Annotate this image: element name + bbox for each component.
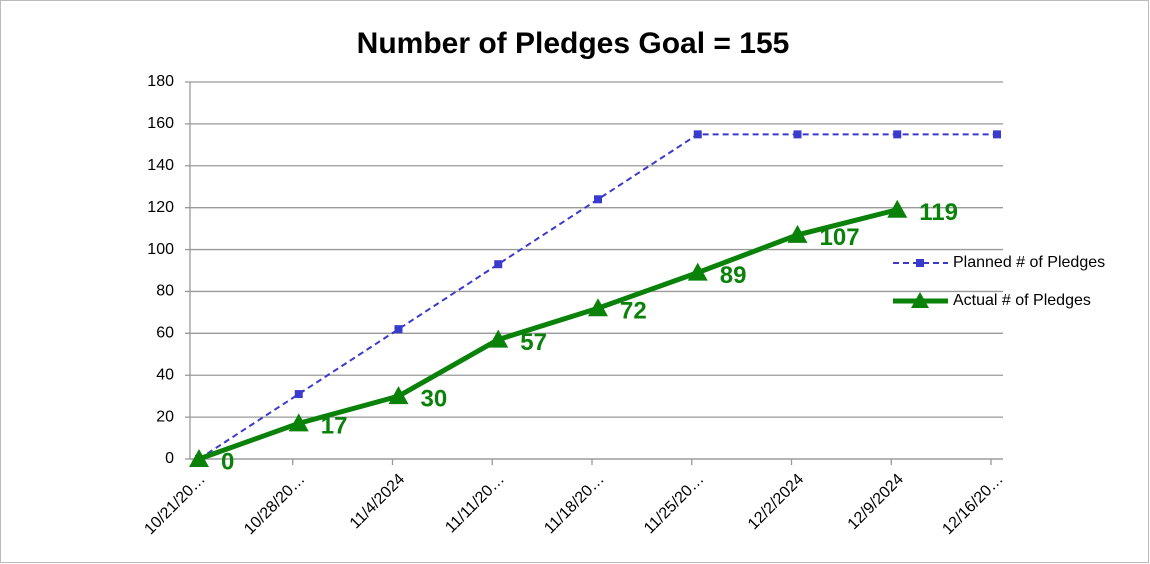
marker	[594, 195, 602, 204]
y-tick-label: 180	[147, 73, 174, 90]
data-label: 57	[520, 329, 547, 356]
chart-title: Number of Pledges Goal = 155	[357, 27, 790, 60]
data-label: 107	[820, 224, 860, 251]
marker	[793, 130, 802, 139]
y-tick-label: 100	[147, 241, 174, 258]
series-line	[198, 207, 898, 462]
marker	[588, 298, 608, 317]
marker	[488, 329, 509, 348]
marker	[887, 199, 908, 218]
legend-marker	[916, 259, 924, 267]
y-tick-label: 40	[156, 366, 174, 383]
marker	[494, 260, 503, 269]
marker	[388, 386, 409, 405]
data-label: 89	[720, 262, 747, 289]
data-label: 30	[421, 386, 448, 413]
y-tick-label: 60	[156, 325, 174, 342]
marker	[189, 449, 209, 467]
marker	[294, 390, 303, 399]
marker	[993, 130, 1001, 139]
y-tick-label: 20	[156, 408, 174, 425]
y-tick-label: 140	[147, 157, 174, 174]
legend-marker	[911, 292, 929, 308]
data-label: 0	[221, 448, 234, 475]
y-tick-label: 0	[165, 450, 174, 467]
marker	[893, 130, 902, 139]
legend-label: Planned # of Pledges	[953, 254, 1105, 271]
y-tick-label: 120	[147, 199, 174, 216]
marker	[394, 325, 403, 334]
data-label: 17	[321, 413, 348, 440]
legend-label: Actual # of Pledges	[953, 292, 1091, 309]
marker	[693, 130, 702, 139]
data-label: 119	[919, 199, 958, 226]
marker	[288, 413, 309, 432]
series-line	[198, 133, 997, 460]
data-label: 72	[620, 298, 647, 325]
marker	[687, 262, 708, 281]
marker	[787, 224, 808, 243]
y-tick-label: 160	[147, 115, 174, 132]
y-tick-label: 80	[156, 283, 174, 300]
